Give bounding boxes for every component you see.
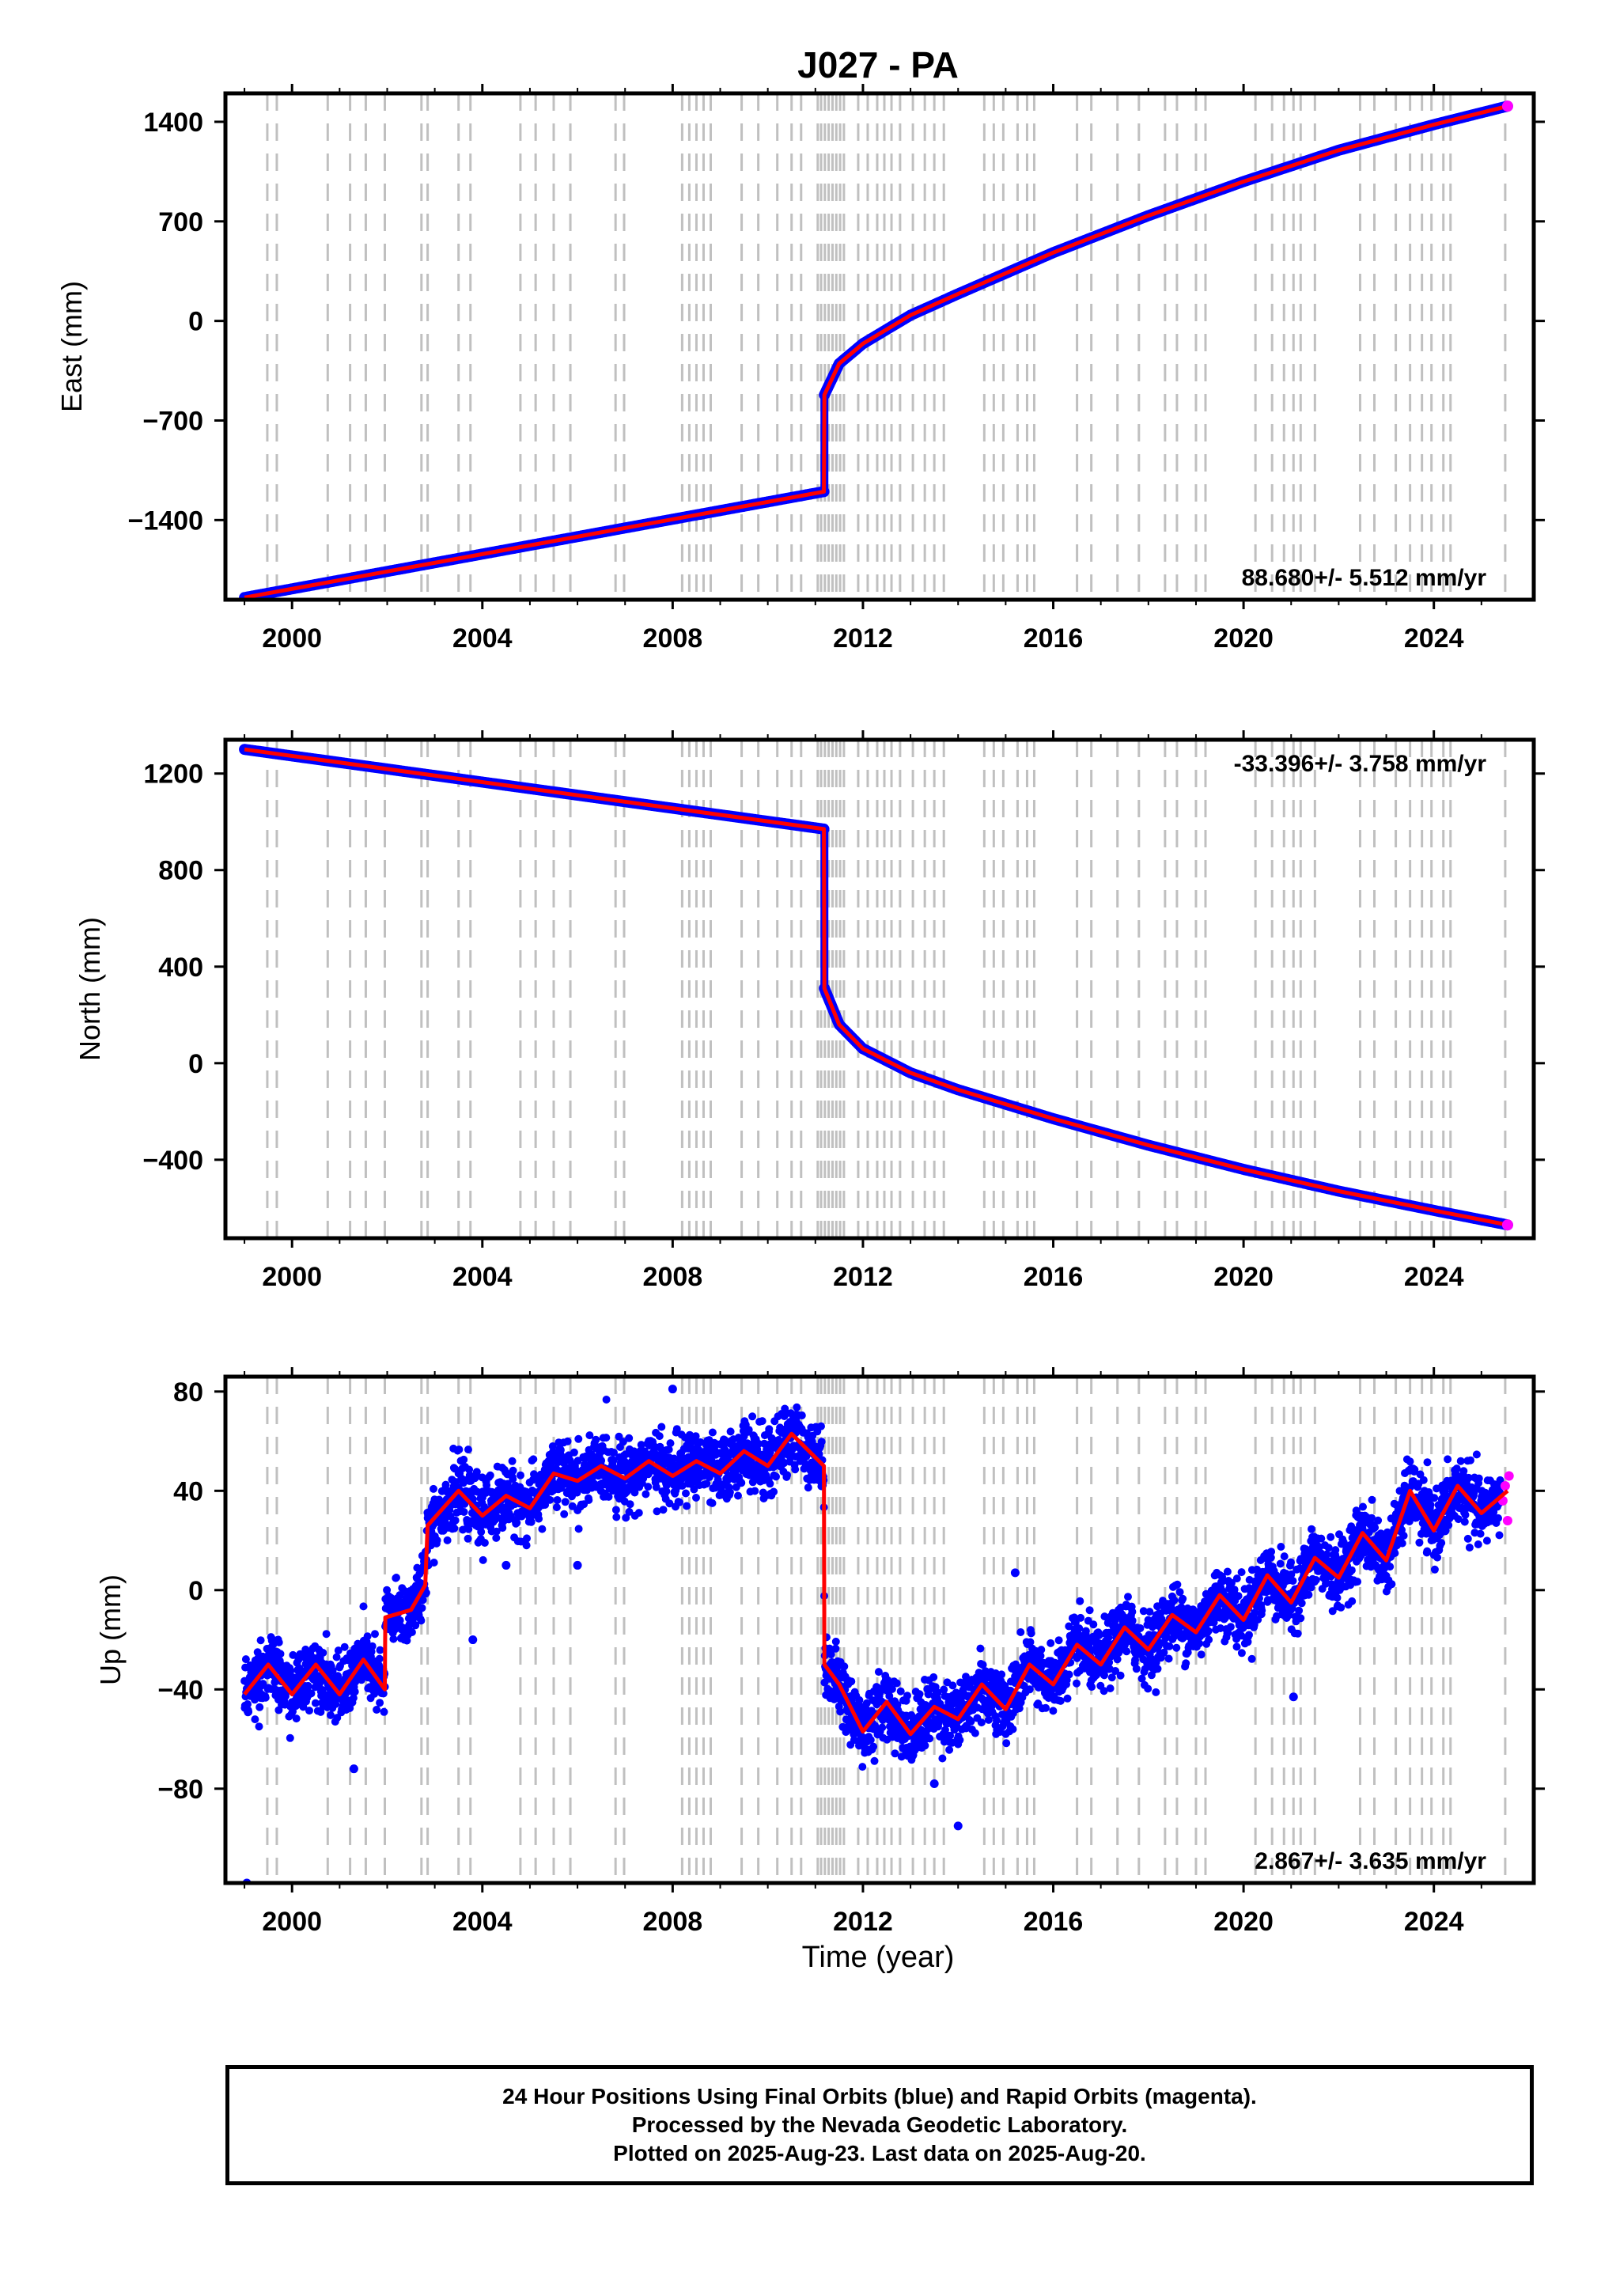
y-tick-label: −1400: [128, 506, 204, 536]
x-tick-label: 2024: [1404, 1262, 1464, 1292]
outlier-point: [929, 1779, 939, 1789]
x-tick-label: 2000: [262, 1907, 322, 1937]
panel-east: 2000 2004 2008 2012 2016 2020 2024 1400 700 0 −700…: [55, 84, 1545, 654]
panel-north: 2000 2004 2008 2012 2016 2020 2024 1200 800 400 0 −…: [74, 730, 1545, 1292]
plot-area-up: [240, 1377, 1514, 1883]
y-tick-label: 400: [158, 953, 203, 983]
outlier-point: [349, 1764, 358, 1774]
velocity-label: -33.396+/- 3.758 mm/yr: [1234, 751, 1487, 777]
outlier-point: [1010, 1568, 1020, 1578]
processing-caption-box: 24 Hour Positions Using Final Orbits (bl…: [225, 2065, 1534, 2185]
x-tick-label: 2020: [1213, 1907, 1274, 1937]
rapid-orbit-point: [1502, 1515, 1512, 1525]
plot-frame: [223, 1374, 1536, 1885]
x-tick-label: 2024: [1404, 623, 1464, 654]
x-tick-label: 2016: [1024, 1907, 1084, 1937]
x-tick-label: 2016: [1024, 1262, 1084, 1292]
outlier-point: [468, 1635, 478, 1645]
x-tick-label: 2004: [452, 623, 513, 654]
outlier-point: [573, 1560, 582, 1570]
final-orbit-points: [240, 1396, 1504, 1771]
outlier-point: [953, 1821, 963, 1831]
velocity-label: 2.867+/- 3.635 mm/yr: [1255, 1848, 1486, 1874]
y-axis-title: East (mm): [55, 281, 88, 412]
model-fit-line: [243, 1431, 1509, 1737]
y-tick-label: 800: [158, 856, 203, 886]
y-tick-label: 40: [173, 1476, 203, 1506]
panel-up: 2000 2004 2008 2012 2016 2020 2024 80 40 0 −40 −80 U…: [94, 1367, 1545, 1937]
figure-title: J027 - PA: [797, 44, 959, 85]
y-tick-label: 80: [173, 1377, 203, 1408]
caption-line-orbits: 24 Hour Positions Using Final Orbits (bl…: [502, 2084, 1257, 2108]
y-tick-label: 1200: [143, 760, 203, 790]
x-tick-label: 2020: [1213, 1262, 1274, 1292]
rapid-orbit-point: [1500, 1481, 1510, 1491]
y-tick-label: −40: [157, 1675, 203, 1705]
x-tick-label: 2008: [643, 623, 703, 654]
model-fit-line: [244, 747, 1508, 1227]
rapid-orbit-point: [1501, 1219, 1513, 1231]
caption-line-dates: Plotted on 2025-Aug-23. Last data on 202…: [613, 2141, 1146, 2165]
x-tick-label: 2016: [1024, 623, 1084, 654]
plot-area-north: [239, 740, 1513, 1238]
rapid-orbit-point: [1504, 1471, 1514, 1481]
x-tick-label: 2012: [833, 623, 893, 654]
x-tick-label: 2008: [643, 1262, 703, 1292]
outlier-point: [668, 1385, 677, 1394]
y-tick-label: −700: [142, 406, 203, 436]
y-tick-label: 0: [188, 307, 203, 337]
y-tick-label: 0: [188, 1576, 203, 1606]
x-tick-label: 2004: [452, 1262, 513, 1292]
outlier-point: [501, 1560, 511, 1570]
plot-area-east: [239, 93, 1513, 600]
caption-line-processor: Processed by the Nevada Geodetic Laborat…: [631, 2112, 1128, 2137]
rapid-orbit-point: [1501, 100, 1513, 112]
model-fit-line: [244, 104, 1508, 600]
y-axis-title: Up (mm): [94, 1574, 127, 1685]
plot-frame: [223, 737, 1536, 1241]
x-tick-label: 2020: [1213, 623, 1274, 654]
x-tick-label: 2024: [1404, 1907, 1464, 1937]
x-tick-label: 2000: [262, 623, 322, 654]
x-tick-label: 2008: [643, 1907, 703, 1937]
y-tick-label: −400: [142, 1146, 203, 1176]
plot-frame: [223, 91, 1536, 602]
y-tick-label: −80: [157, 1775, 203, 1805]
x-tick-label: 2012: [833, 1907, 893, 1937]
x-tick-label: 2004: [452, 1907, 513, 1937]
y-tick-label: 1400: [143, 108, 203, 138]
y-tick-label: 700: [158, 207, 203, 237]
velocity-label: 88.680+/- 5.512 mm/yr: [1242, 565, 1487, 591]
x-axis-title: Time (year): [802, 1941, 955, 1974]
x-tick-label: 2012: [833, 1262, 893, 1292]
y-tick-label: 0: [188, 1049, 203, 1079]
x-tick-label: 2000: [262, 1262, 322, 1292]
outlier-point: [1289, 1692, 1298, 1702]
y-axis-title: North (mm): [74, 917, 106, 1061]
